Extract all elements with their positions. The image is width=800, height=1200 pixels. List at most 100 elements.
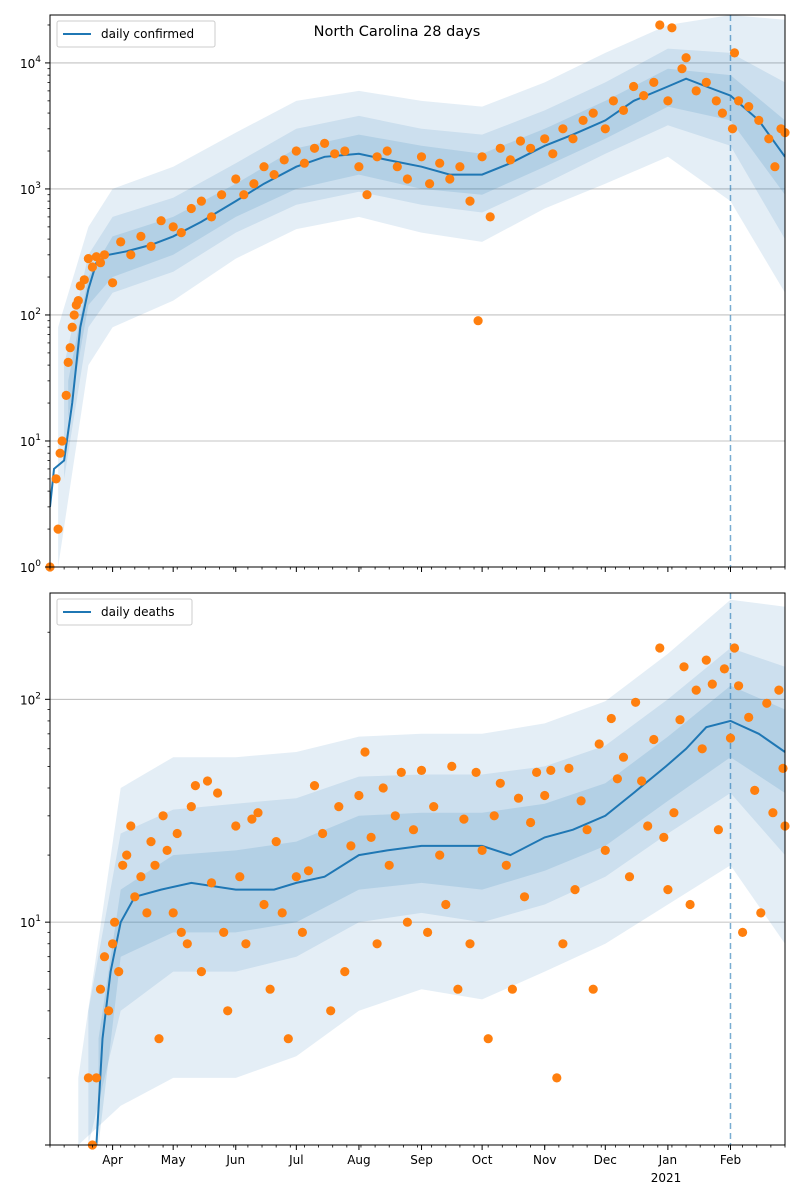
data-point-confirmed bbox=[217, 190, 227, 200]
data-point-confirmed bbox=[764, 134, 774, 144]
chart-title: North Carolina 28 days bbox=[314, 24, 481, 40]
data-point-deaths bbox=[618, 752, 629, 762]
data-point-confirmed bbox=[558, 124, 568, 134]
data-point-deaths bbox=[465, 939, 475, 949]
data-point-deaths bbox=[326, 1006, 336, 1016]
data-point-confirmed bbox=[269, 170, 279, 180]
data-point-confirmed bbox=[677, 64, 687, 74]
data-point-confirmed bbox=[473, 316, 483, 326]
data-point-deaths bbox=[649, 734, 659, 745]
confidence-band-80-confirmed bbox=[64, 48, 785, 479]
confidence-band-80-deaths bbox=[88, 648, 785, 1145]
data-point-deaths bbox=[631, 697, 641, 707]
data-point-deaths bbox=[114, 967, 124, 977]
data-point-deaths bbox=[719, 664, 730, 674]
data-point-confirmed bbox=[55, 448, 65, 458]
data-point-deaths bbox=[429, 802, 439, 812]
data-point-deaths bbox=[519, 892, 530, 902]
data-point-confirmed bbox=[435, 158, 445, 168]
data-point-confirmed bbox=[87, 262, 97, 272]
x-tick-label: Jul bbox=[288, 1153, 303, 1167]
data-point-deaths bbox=[701, 655, 711, 665]
data-point-confirmed bbox=[734, 96, 744, 106]
data-point-confirmed bbox=[69, 310, 79, 320]
x-tick-label: Oct bbox=[472, 1153, 493, 1167]
data-point-deaths bbox=[738, 927, 748, 938]
data-point-deaths bbox=[110, 917, 120, 927]
data-point-deaths bbox=[366, 832, 376, 843]
data-point-deaths bbox=[552, 1073, 562, 1083]
data-point-deaths bbox=[408, 825, 419, 835]
data-point-deaths bbox=[713, 825, 724, 835]
data-point-confirmed bbox=[239, 190, 249, 200]
data-point-deaths bbox=[697, 744, 707, 754]
data-point-confirmed bbox=[259, 162, 269, 172]
data-point-confirmed bbox=[445, 174, 455, 184]
data-point-deaths bbox=[118, 860, 128, 870]
data-point-deaths bbox=[756, 908, 766, 918]
data-point-deaths bbox=[707, 679, 717, 689]
x-tick-label: Aug bbox=[347, 1153, 370, 1167]
data-point-confirmed bbox=[126, 250, 136, 260]
data-point-deaths bbox=[162, 845, 172, 856]
data-point-confirmed bbox=[691, 86, 701, 96]
data-point-confirmed bbox=[362, 190, 372, 200]
data-point-deaths bbox=[150, 860, 160, 870]
data-point-confirmed bbox=[330, 149, 340, 159]
data-point-confirmed bbox=[99, 250, 110, 260]
data-point-deaths bbox=[334, 802, 344, 812]
data-point-deaths bbox=[655, 643, 665, 653]
data-point-confirmed bbox=[392, 162, 402, 172]
data-point-deaths bbox=[247, 814, 257, 824]
data-point-confirmed bbox=[727, 124, 738, 134]
data-point-deaths bbox=[513, 793, 524, 803]
data-point-confirmed bbox=[67, 322, 77, 332]
x-tick-label: Apr bbox=[102, 1153, 123, 1167]
data-point-deaths bbox=[104, 1006, 114, 1016]
data-point-confirmed bbox=[465, 196, 475, 206]
data-point-deaths bbox=[685, 899, 695, 910]
data-point-deaths bbox=[99, 952, 110, 962]
data-point-confirmed bbox=[416, 152, 427, 162]
data-point-confirmed bbox=[186, 203, 196, 214]
data-point-confirmed bbox=[495, 143, 505, 153]
data-point-confirmed bbox=[600, 124, 610, 134]
data-point-deaths bbox=[477, 845, 487, 856]
data-point-deaths bbox=[762, 698, 772, 708]
data-point-deaths bbox=[277, 908, 287, 918]
x-tick-sublabel-year: 2021 bbox=[651, 1171, 682, 1185]
y-tick-label-deaths: 102 bbox=[20, 691, 41, 707]
legend-deaths: daily deaths bbox=[56, 598, 193, 626]
x-tick-label: Dec bbox=[594, 1153, 617, 1167]
data-point-confirmed bbox=[57, 436, 67, 446]
panel-confirmed: 100 101 102 103 104 North Carolina 28 days d… bbox=[20, 14, 790, 575]
legend-label: daily deaths bbox=[101, 605, 174, 619]
legend-confirmed: daily confirmed bbox=[56, 20, 216, 48]
data-point-confirmed bbox=[279, 155, 289, 165]
data-point-deaths bbox=[83, 1073, 93, 1083]
data-point-deaths bbox=[675, 715, 685, 725]
data-point-confirmed bbox=[744, 102, 754, 112]
series-line-deaths bbox=[95, 719, 785, 1145]
data-point-confirmed bbox=[79, 275, 89, 285]
data-point-deaths bbox=[95, 984, 106, 994]
x-tick-label: Jan bbox=[658, 1153, 678, 1167]
data-point-confirmed bbox=[73, 296, 83, 306]
data-point-deaths bbox=[168, 908, 178, 918]
data-point-confirmed bbox=[754, 115, 764, 125]
data-point-deaths bbox=[624, 872, 635, 882]
data-point-confirmed bbox=[663, 96, 673, 106]
data-point-confirmed bbox=[299, 158, 309, 168]
data-point-deaths bbox=[271, 837, 281, 847]
data-point-confirmed bbox=[382, 146, 392, 156]
data-point-confirmed bbox=[701, 77, 711, 87]
data-point-confirmed bbox=[526, 143, 536, 153]
data-point-confirmed bbox=[649, 77, 659, 87]
data-point-deaths bbox=[186, 802, 196, 812]
data-point-deaths bbox=[582, 825, 592, 835]
legend-label: daily confirmed bbox=[101, 27, 194, 41]
data-point-deaths bbox=[122, 850, 132, 860]
data-point-deaths bbox=[154, 1034, 164, 1044]
data-point-deaths bbox=[190, 781, 200, 791]
